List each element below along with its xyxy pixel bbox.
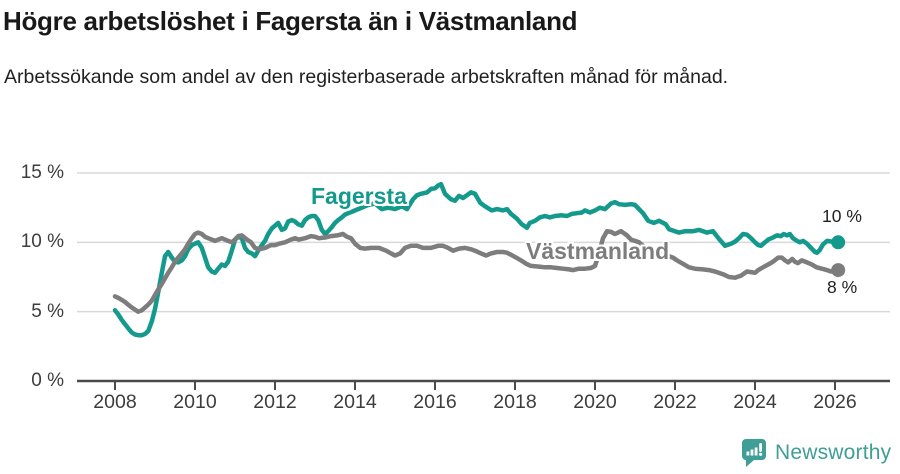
x-axis-tick-label: 2008	[93, 391, 137, 413]
series-label-fagersta: Fagersta	[311, 183, 407, 209]
x-axis-tick-label: 2010	[173, 391, 217, 413]
exclamation-glyph	[759, 443, 762, 452]
x-axis-tick-label: 2024	[733, 391, 777, 413]
x-axis-tick-label: 2016	[413, 391, 457, 413]
x-axis-tick-label: 2014	[333, 391, 377, 413]
end-value-label-fagersta: 10 %	[822, 206, 862, 226]
newsworthy-logo[interactable]: Newsworthy	[741, 438, 891, 468]
x-axis-tick-label: 2026	[813, 391, 857, 413]
x-axis-tick-label: 2012	[253, 391, 297, 413]
page-title: Högre arbetslöshet i Fagersta än i Västm…	[3, 6, 578, 36]
brand-name: Newsworthy	[775, 441, 892, 464]
y-axis-tick-label: 15 %	[20, 162, 64, 183]
y-axis-tick-label: 5 %	[31, 300, 64, 322]
bar-chart-glyph	[746, 451, 750, 456]
series-label-vastmanland: Västmanland	[526, 238, 670, 264]
chart-subtitle: Arbetssökande som andel av den registerb…	[4, 66, 729, 88]
x-axis-tick-label: 2022	[653, 391, 697, 413]
x-axis-tick-label: 2020	[573, 391, 617, 413]
newsworthy-bubble-icon	[742, 439, 766, 467]
y-axis-tick-label: 10 %	[20, 231, 64, 253]
y-axis-tick-label: 0 %	[31, 370, 64, 391]
end-value-label-vastmanland: 8 %	[827, 277, 858, 297]
x-axis-tick-label: 2018	[493, 391, 537, 413]
